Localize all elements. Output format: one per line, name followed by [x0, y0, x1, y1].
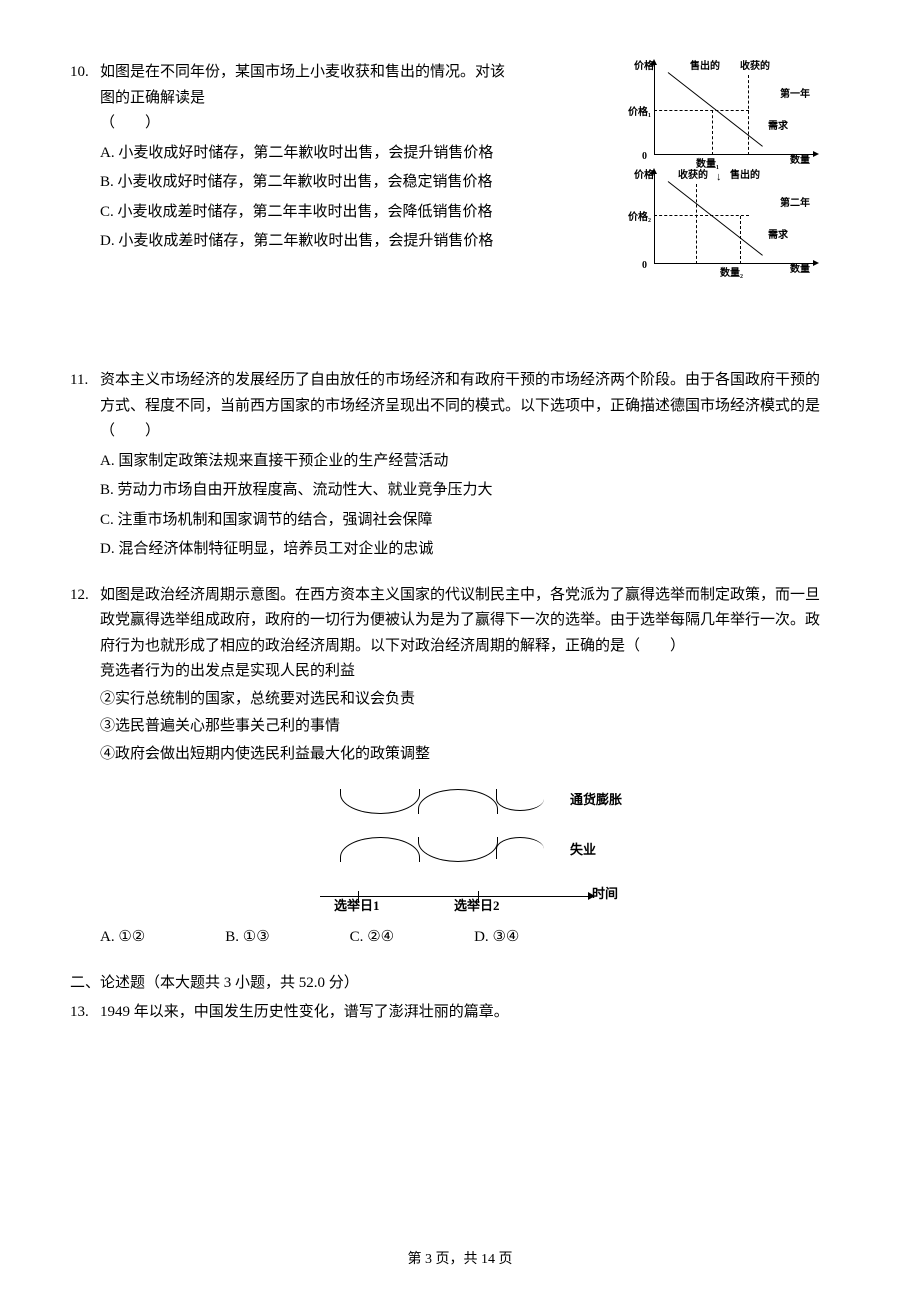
q12-statements: 竞选者行为的出发点是实现人民的利益 ②实行总统制的国家，总统要对选民和议会负责 …: [100, 659, 820, 767]
q10-body: 如图是在不同年份，某国市场上小麦收获和售出的情况。对该图的正确解读是 （ ） A…: [100, 60, 510, 255]
zero-label: 0: [642, 148, 647, 165]
q12-statement-3: ③选民普遍关心那些事关己利的事情: [100, 714, 820, 740]
harvest-label: 收获的: [678, 167, 708, 184]
zero-label: 0: [642, 257, 647, 274]
question-11: 11. 资本主义市场经济的发展经历了自由放任的市场经济和有政府干预的市场经济两个…: [100, 368, 820, 563]
election1-label: 选举日1: [334, 895, 380, 917]
y-axis-label: 价格: [634, 167, 654, 184]
price1-label: 价格₁: [628, 104, 651, 121]
arrow-icon: ↓: [716, 168, 722, 187]
year2-label: 第二年: [780, 195, 810, 212]
q10-chart-year1: 价格 售出的 收获的 价格₁ 第一年 0 数量₁ 需求 数量: [640, 60, 820, 165]
sold-label: 售出的: [690, 58, 720, 75]
q11-opt-c: C. 注重市场机制和国家调节的结合，强调社会保障: [100, 508, 820, 534]
q10-charts: 价格 售出的 收获的 价格₁ 第一年 0 数量₁ 需求 数量 价格 收获的 售出…: [640, 60, 820, 278]
q12-opt-b: B. ①③: [225, 925, 269, 951]
question-10: 10. 价格 售出的 收获的 价格₁ 第一年 0 数量₁ 需求 数量 价格 收获…: [100, 60, 820, 278]
q12-opt-c: C. ②④: [350, 925, 394, 951]
q10-chart-year2: 价格 收获的 售出的 ↓ 价格₂ 第二年 0 数量₂ 需求 数量: [640, 169, 820, 274]
price2-label: 价格₂: [628, 209, 651, 226]
q12-statement-1: 竞选者行为的出发点是实现人民的利益: [100, 659, 820, 685]
q10-opt-a: A. 小麦收成好时储存，第二年歉收时出售，会提升销售价格: [100, 141, 510, 167]
q10-blank: （ ）: [100, 111, 510, 137]
qty-label: 数量: [790, 261, 810, 278]
q13-number: 13.: [70, 1000, 89, 1026]
page-footer: 第 3 页，共 14 页: [0, 1248, 920, 1272]
time-label: 时间: [592, 883, 618, 905]
section-2-header: 二、论述题（本大题共 3 小题，共 52.0 分）: [70, 971, 820, 997]
q11-number: 11.: [70, 368, 88, 394]
q12-number: 12.: [70, 583, 89, 609]
q11-stem: 资本主义市场经济的发展经历了自由放任的市场经济和有政府干预的市场经济两个阶段。由…: [100, 368, 820, 445]
q10-opt-b: B. 小麦收成好时储存，第二年歉收时出售，会稳定销售价格: [100, 170, 510, 196]
q12-cycle-chart: 通货膨胀 失业 时间 选举日1 选举日2: [280, 777, 640, 917]
election2-label: 选举日2: [454, 895, 500, 917]
q10-opt-d: D. 小麦收成差时储存，第二年歉收时出售，会提升销售价格: [100, 229, 510, 255]
unemp-label: 失业: [570, 839, 596, 861]
question-12: 12. 如图是政治经济周期示意图。在西方资本主义国家的代议制民主中，各党派为了赢…: [100, 583, 820, 951]
q12-opt-d: D. ③④: [474, 925, 519, 951]
demand-label: 需求: [768, 118, 788, 135]
q10-stem: 如图是在不同年份，某国市场上小麦收获和售出的情况。对该图的正确解读是: [100, 60, 510, 111]
q12-opt-a: A. ①②: [100, 925, 145, 951]
sold-label: 售出的: [730, 167, 760, 184]
question-13: 13. 1949 年以来，中国发生历史性变化，谱写了澎湃壮丽的篇章。: [100, 1000, 820, 1026]
q12-statement-2: ②实行总统制的国家，总统要对选民和议会负责: [100, 687, 820, 713]
demand-label: 需求: [768, 227, 788, 244]
y-axis-label: 价格: [634, 58, 654, 75]
q10-opt-c: C. 小麦收成差时储存，第二年丰收时出售，会降低销售价格: [100, 200, 510, 226]
q13-stem: 1949 年以来，中国发生历史性变化，谱写了澎湃壮丽的篇章。: [100, 1000, 820, 1026]
q12-statement-4: ④政府会做出短期内使选民利益最大化的政策调整: [100, 742, 820, 768]
harvest-label: 收获的: [740, 58, 770, 75]
year1-label: 第一年: [780, 86, 810, 103]
q11-opt-d: D. 混合经济体制特征明显，培养员工对企业的忠诚: [100, 537, 820, 563]
q12-options: A. ①② B. ①③ C. ②④ D. ③④: [100, 925, 820, 951]
q11-opt-b: B. 劳动力市场自由开放程度高、流动性大、就业竞争压力大: [100, 478, 820, 504]
qty2-label: 数量₂: [720, 265, 743, 282]
inflation-label: 通货膨胀: [570, 789, 622, 811]
q10-number: 10.: [70, 60, 89, 86]
qty-label: 数量: [790, 152, 810, 169]
q12-stem: 如图是政治经济周期示意图。在西方资本主义国家的代议制民主中，各党派为了赢得选举而…: [100, 583, 820, 660]
q11-opt-a: A. 国家制定政策法规来直接干预企业的生产经营活动: [100, 449, 820, 475]
